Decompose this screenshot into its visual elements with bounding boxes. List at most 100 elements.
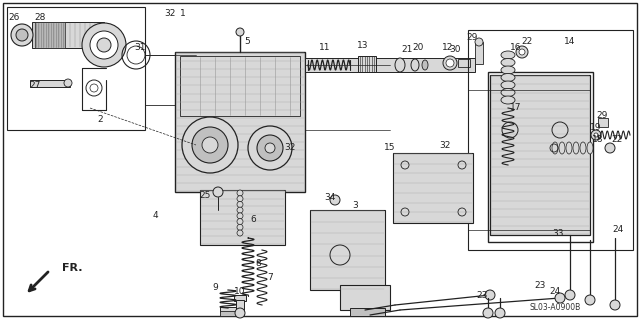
Bar bbox=[234, 295, 246, 301]
Circle shape bbox=[443, 56, 457, 70]
Bar bbox=[310, 210, 385, 290]
Ellipse shape bbox=[501, 81, 515, 89]
Circle shape bbox=[591, 130, 601, 140]
Circle shape bbox=[330, 195, 340, 205]
Ellipse shape bbox=[501, 88, 515, 97]
Text: 3: 3 bbox=[352, 201, 358, 210]
Ellipse shape bbox=[566, 142, 572, 154]
Circle shape bbox=[82, 23, 126, 67]
Circle shape bbox=[237, 207, 243, 213]
Circle shape bbox=[248, 126, 292, 170]
Bar bbox=[7, 7, 145, 130]
Text: 20: 20 bbox=[412, 43, 424, 53]
Circle shape bbox=[585, 295, 595, 305]
Text: 5: 5 bbox=[244, 38, 250, 47]
Circle shape bbox=[237, 196, 243, 202]
Bar bbox=[305, 58, 475, 72]
Bar bbox=[180, 56, 300, 116]
Circle shape bbox=[16, 29, 28, 41]
Bar bbox=[35, 22, 65, 48]
Text: 33: 33 bbox=[552, 229, 564, 239]
Text: 24: 24 bbox=[549, 287, 561, 296]
Text: 29: 29 bbox=[467, 33, 477, 42]
Text: 10: 10 bbox=[234, 287, 246, 296]
Bar bbox=[350, 308, 385, 316]
Circle shape bbox=[265, 143, 275, 153]
Circle shape bbox=[237, 213, 243, 219]
Bar bbox=[475, 42, 483, 64]
Circle shape bbox=[236, 28, 244, 36]
Circle shape bbox=[202, 137, 218, 153]
Circle shape bbox=[237, 230, 243, 236]
Bar bbox=[220, 307, 236, 312]
Text: 29: 29 bbox=[596, 110, 608, 120]
Ellipse shape bbox=[395, 58, 405, 72]
Bar bbox=[468, 30, 633, 250]
Circle shape bbox=[182, 117, 238, 173]
Circle shape bbox=[475, 38, 483, 46]
Text: 31: 31 bbox=[134, 42, 146, 51]
Circle shape bbox=[495, 308, 505, 318]
Text: 19: 19 bbox=[590, 123, 602, 132]
Text: 15: 15 bbox=[384, 143, 396, 152]
Bar bbox=[340, 285, 390, 310]
Circle shape bbox=[610, 300, 620, 310]
Circle shape bbox=[483, 308, 493, 318]
Text: 26: 26 bbox=[8, 13, 20, 23]
Bar bbox=[220, 311, 236, 316]
Text: 14: 14 bbox=[564, 38, 576, 47]
Bar bbox=[358, 56, 376, 72]
Text: 23: 23 bbox=[534, 280, 546, 290]
Ellipse shape bbox=[587, 142, 593, 154]
Text: 18: 18 bbox=[592, 136, 604, 145]
Text: 30: 30 bbox=[449, 46, 461, 55]
Bar bbox=[200, 190, 285, 245]
Text: 22: 22 bbox=[611, 136, 623, 145]
Bar bbox=[393, 153, 473, 223]
Circle shape bbox=[64, 79, 72, 87]
Circle shape bbox=[605, 143, 615, 153]
Circle shape bbox=[485, 290, 495, 300]
Text: 25: 25 bbox=[199, 190, 211, 199]
Text: 34: 34 bbox=[324, 192, 336, 202]
Text: 17: 17 bbox=[510, 103, 522, 113]
Text: 7: 7 bbox=[267, 273, 273, 283]
Text: SL03-A0900B: SL03-A0900B bbox=[529, 302, 580, 311]
Ellipse shape bbox=[559, 142, 565, 154]
Circle shape bbox=[565, 290, 575, 300]
Circle shape bbox=[446, 59, 454, 67]
Text: 16: 16 bbox=[510, 42, 522, 51]
Bar bbox=[30, 80, 70, 87]
Circle shape bbox=[192, 127, 228, 163]
Text: 32: 32 bbox=[284, 144, 296, 152]
Text: 13: 13 bbox=[357, 41, 369, 50]
Text: 8: 8 bbox=[255, 258, 261, 268]
Ellipse shape bbox=[501, 58, 515, 66]
Circle shape bbox=[257, 135, 283, 161]
Ellipse shape bbox=[501, 51, 515, 59]
Text: 27: 27 bbox=[29, 80, 41, 90]
Bar bbox=[175, 52, 305, 192]
Text: 24: 24 bbox=[612, 226, 623, 234]
Ellipse shape bbox=[501, 66, 515, 74]
Text: 6: 6 bbox=[250, 216, 256, 225]
Circle shape bbox=[213, 187, 223, 197]
Text: 9: 9 bbox=[212, 284, 218, 293]
Text: 1: 1 bbox=[180, 10, 186, 19]
Text: 12: 12 bbox=[442, 43, 454, 53]
Text: 4: 4 bbox=[152, 211, 158, 219]
Ellipse shape bbox=[501, 73, 515, 81]
Text: 2: 2 bbox=[97, 115, 103, 124]
Bar bbox=[458, 59, 470, 67]
Circle shape bbox=[11, 24, 33, 46]
Circle shape bbox=[97, 38, 111, 52]
Text: 11: 11 bbox=[319, 42, 331, 51]
Text: 32: 32 bbox=[164, 10, 176, 19]
Text: 23: 23 bbox=[476, 291, 488, 300]
Circle shape bbox=[555, 293, 565, 303]
Ellipse shape bbox=[501, 96, 515, 104]
Text: 32: 32 bbox=[439, 140, 451, 150]
Bar bbox=[488, 72, 593, 242]
Circle shape bbox=[237, 190, 243, 196]
Text: FR.: FR. bbox=[62, 263, 83, 273]
